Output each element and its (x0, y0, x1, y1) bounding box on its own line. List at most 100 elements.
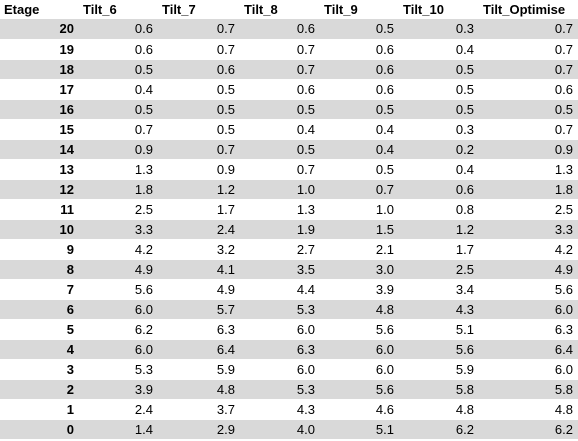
cell-tilt-10: 5.8 (399, 379, 479, 400)
cell-tilt-8: 6.0 (240, 359, 320, 380)
cell-tilt-8: 1.0 (240, 179, 320, 200)
cell-tilt-10: 5.9 (399, 359, 479, 380)
table-row: 7 5.6 4.9 4.4 3.9 3.4 5.6 (0, 279, 578, 300)
cell-tilt-10: 0.4 (399, 39, 479, 60)
table-row: 17 0.4 0.5 0.6 0.6 0.5 0.6 (0, 79, 578, 100)
cell-tilt-6: 4.9 (79, 259, 158, 280)
cell-tilt-10: 4.3 (399, 299, 479, 320)
cell-tilt-6: 1.8 (79, 179, 158, 200)
cell-etage: 14 (0, 139, 79, 160)
cell-etage: 5 (0, 319, 79, 340)
cell-tilt-10: 0.5 (399, 79, 479, 100)
header-row: Etage Tilt_6 Tilt_7 Tilt_8 Tilt_9 Tilt_1… (0, 0, 578, 19)
cell-tilt-9: 3.0 (320, 259, 399, 280)
cell-tilt-9: 1.0 (320, 199, 399, 220)
cell-tilt-8: 0.6 (240, 79, 320, 100)
cell-tilt-9: 6.0 (320, 339, 399, 360)
cell-tilt-6: 0.9 (79, 139, 158, 160)
cell-tilt-10: 5.1 (399, 319, 479, 340)
table-row: 1 2.4 3.7 4.3 4.6 4.8 4.8 (0, 399, 578, 420)
cell-tilt-optimise: 3.3 (479, 219, 578, 240)
table-row: 8 4.9 4.1 3.5 3.0 2.5 4.9 (0, 259, 578, 280)
cell-etage: 10 (0, 219, 79, 240)
cell-etage: 4 (0, 339, 79, 360)
cell-tilt-6: 1.3 (79, 159, 158, 180)
table-row: 2 3.9 4.8 5.3 5.6 5.8 5.8 (0, 379, 578, 400)
cell-tilt-8: 0.7 (240, 39, 320, 60)
header-tilt-6: Tilt_6 (79, 0, 158, 19)
table-row: 13 1.3 0.9 0.7 0.5 0.4 1.3 (0, 159, 578, 180)
cell-tilt-8: 0.7 (240, 159, 320, 180)
cell-tilt-9: 0.6 (320, 59, 399, 80)
cell-etage: 15 (0, 119, 79, 140)
cell-tilt-9: 0.6 (320, 79, 399, 100)
table-row: 10 3.3 2.4 1.9 1.5 1.2 3.3 (0, 219, 578, 240)
cell-tilt-optimise: 0.7 (479, 19, 578, 40)
cell-tilt-9: 1.5 (320, 219, 399, 240)
table-row: 20 0.6 0.7 0.6 0.5 0.3 0.7 (0, 19, 578, 40)
cell-tilt-optimise: 6.3 (479, 319, 578, 340)
cell-tilt-6: 1.4 (79, 419, 158, 440)
cell-tilt-10: 0.5 (399, 59, 479, 80)
header-tilt-10: Tilt_10 (399, 0, 479, 19)
cell-tilt-optimise: 0.7 (479, 59, 578, 80)
table-row: 11 2.5 1.7 1.3 1.0 0.8 2.5 (0, 199, 578, 220)
cell-tilt-optimise: 1.3 (479, 159, 578, 180)
cell-tilt-7: 0.5 (158, 119, 240, 140)
cell-tilt-7: 4.8 (158, 379, 240, 400)
cell-tilt-10: 1.2 (399, 219, 479, 240)
cell-tilt-10: 0.3 (399, 119, 479, 140)
cell-tilt-8: 5.3 (240, 379, 320, 400)
cell-tilt-10: 3.4 (399, 279, 479, 300)
cell-tilt-7: 5.9 (158, 359, 240, 380)
cell-etage: 0 (0, 419, 79, 440)
cell-etage: 11 (0, 199, 79, 220)
cell-tilt-7: 0.6 (158, 59, 240, 80)
cell-tilt-7: 1.2 (158, 179, 240, 200)
cell-tilt-6: 0.6 (79, 39, 158, 60)
cell-tilt-7: 1.7 (158, 199, 240, 220)
table-row: 9 4.2 3.2 2.7 2.1 1.7 4.2 (0, 239, 578, 260)
table-row: 19 0.6 0.7 0.7 0.6 0.4 0.7 (0, 39, 578, 60)
cell-tilt-6: 3.9 (79, 379, 158, 400)
table-body: 20 0.6 0.7 0.6 0.5 0.3 0.7 19 0.6 0.7 0.7 0.6 0.4 0.7… (0, 19, 578, 440)
cell-etage: 3 (0, 359, 79, 380)
cell-tilt-optimise: 1.8 (479, 179, 578, 200)
cell-tilt-10: 0.2 (399, 139, 479, 160)
cell-tilt-10: 0.6 (399, 179, 479, 200)
cell-tilt-6: 0.5 (79, 59, 158, 80)
cell-tilt-10: 0.4 (399, 159, 479, 180)
cell-tilt-7: 0.7 (158, 139, 240, 160)
header-tilt-optimise: Tilt_Optimise (479, 0, 578, 19)
cell-tilt-8: 0.5 (240, 99, 320, 120)
cell-tilt-6: 0.5 (79, 99, 158, 120)
cell-tilt-10: 1.7 (399, 239, 479, 260)
cell-tilt-6: 6.0 (79, 339, 158, 360)
cell-etage: 7 (0, 279, 79, 300)
cell-tilt-8: 4.0 (240, 419, 320, 440)
cell-etage: 17 (0, 79, 79, 100)
cell-tilt-10: 6.2 (399, 419, 479, 440)
cell-tilt-optimise: 6.2 (479, 419, 578, 440)
cell-tilt-7: 3.2 (158, 239, 240, 260)
cell-tilt-optimise: 0.7 (479, 119, 578, 140)
cell-tilt-7: 6.4 (158, 339, 240, 360)
cell-tilt-6: 4.2 (79, 239, 158, 260)
cell-tilt-9: 4.8 (320, 299, 399, 320)
cell-tilt-optimise: 4.9 (479, 259, 578, 280)
cell-etage: 20 (0, 19, 79, 40)
cell-tilt-8: 0.7 (240, 59, 320, 80)
cell-tilt-8: 1.9 (240, 219, 320, 240)
table-row: 0 1.4 2.9 4.0 5.1 6.2 6.2 (0, 419, 578, 440)
table-row: 16 0.5 0.5 0.5 0.5 0.5 0.5 (0, 99, 578, 120)
cell-tilt-optimise: 6.4 (479, 339, 578, 360)
cell-tilt-optimise: 0.7 (479, 39, 578, 60)
cell-tilt-10: 0.5 (399, 99, 479, 120)
table-row: 18 0.5 0.6 0.7 0.6 0.5 0.7 (0, 59, 578, 80)
cell-tilt-7: 0.7 (158, 39, 240, 60)
cell-tilt-8: 3.5 (240, 259, 320, 280)
cell-tilt-7: 0.7 (158, 19, 240, 40)
cell-tilt-optimise: 5.8 (479, 379, 578, 400)
cell-tilt-8: 0.6 (240, 19, 320, 40)
